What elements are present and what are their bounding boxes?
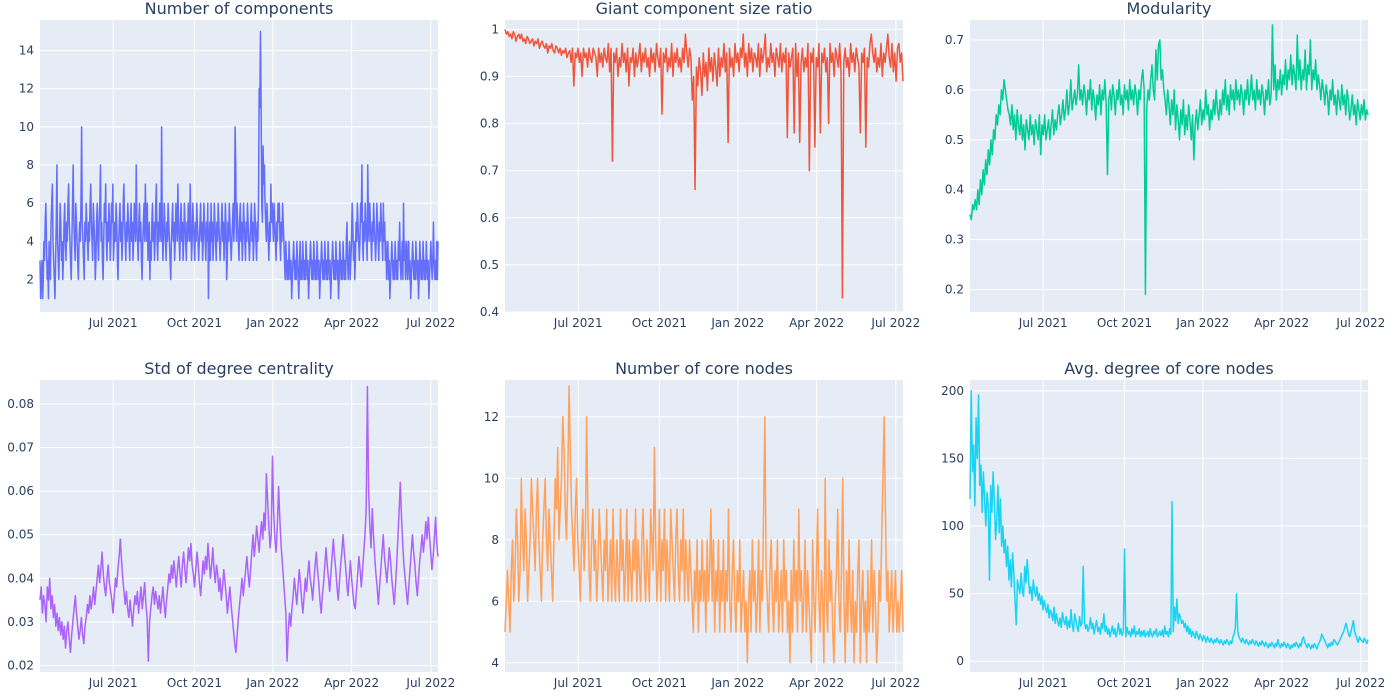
x-tick-label: Apr 2022 <box>324 676 379 690</box>
chart-modularity: 0.2 0.3 0.4 0.5 0.6 0.7 Jul 2021 Oct 2021 Jan 20… <box>945 0 1385 330</box>
x-tick-label: Jan 2022 <box>245 316 299 330</box>
x-tick-label: Jul 2021 <box>88 676 138 690</box>
y-tick-label: 0.05 <box>7 528 34 542</box>
y-tick-label: 0.7 <box>480 164 499 178</box>
series-line-giant-component-size-ratio <box>504 29 904 299</box>
y-tick-label: 0 <box>956 654 964 668</box>
x-tick-label: Jul 2021 <box>553 676 603 690</box>
x-tick-label: Apr 2022 <box>1254 316 1309 330</box>
y-tick-label: 0.6 <box>945 83 964 97</box>
y-tick-label: 100 <box>941 519 964 533</box>
y-tick-label: 0.9 <box>480 70 499 84</box>
series-line-avg-degree-of-core-nodes <box>969 390 1369 650</box>
y-tick-label: 150 <box>941 451 964 465</box>
chart-title: Number of core nodes <box>615 359 793 378</box>
x-tick-label: Oct 2021 <box>632 316 687 330</box>
chart-title: Giant component size ratio <box>596 0 813 18</box>
y-tick-label: 10 <box>484 471 499 485</box>
chart-title: Modularity <box>1127 0 1212 18</box>
y-tick-label: 200 <box>941 384 964 398</box>
plot-area <box>40 20 438 312</box>
y-tick-label: 0.02 <box>7 658 34 672</box>
x-tick-label: Oct 2021 <box>167 316 222 330</box>
chart-title: Avg. degree of core nodes <box>1064 359 1273 378</box>
y-tick-label: 1 <box>491 22 499 36</box>
x-tick-label: Apr 2022 <box>1254 676 1309 690</box>
chart-number-of-components: 2 4 6 8 10 12 14 Jul 2021 Oct 2021 Jan 2022 Apr 20… <box>19 0 456 330</box>
chart-avg-degree-of-core-nodes: 0 50 100 150 200 Jul 2021 Oct 2021 Jan 2022 Apr … <box>941 359 1385 690</box>
y-tick-label: 0.5 <box>945 133 964 147</box>
x-tick-label: Oct 2021 <box>632 676 687 690</box>
x-tick-label: Oct 2021 <box>1097 676 1152 690</box>
series-line-std-of-degree-centrality <box>39 385 439 662</box>
y-tick-label: 4 <box>491 656 499 670</box>
x-tick-label: Oct 2021 <box>167 676 222 690</box>
plot-area <box>970 20 1368 312</box>
y-tick-label: 0.04 <box>7 571 34 585</box>
y-tick-label: 0.4 <box>480 305 499 319</box>
y-tick-label: 0.06 <box>7 484 34 498</box>
chart-title: Std of degree centrality <box>144 359 333 378</box>
x-tick-label: Jul 2022 <box>1335 676 1385 690</box>
chart-std-of-degree-centrality: 0.02 0.03 0.04 0.05 0.06 0.07 0.08 Jul 2021 Oct … <box>7 359 455 690</box>
series-line-number-of-components <box>39 30 439 300</box>
x-tick-label: Apr 2022 <box>789 316 844 330</box>
y-tick-label: 0.03 <box>7 615 34 629</box>
chart-title: Number of components <box>145 0 334 18</box>
y-tick-label: 2 <box>26 273 34 287</box>
y-tick-label: 50 <box>949 587 964 601</box>
y-tick-label: 6 <box>26 196 34 210</box>
y-tick-label: 10 <box>19 120 34 134</box>
x-tick-label: Jul 2021 <box>1018 316 1068 330</box>
x-tick-label: Apr 2022 <box>324 316 379 330</box>
series-line-number-of-core-nodes <box>504 385 904 664</box>
y-tick-label: 0.08 <box>7 397 34 411</box>
x-tick-label: Jan 2022 <box>1175 316 1229 330</box>
y-tick-label: 0.07 <box>7 441 34 455</box>
y-tick-label: 0.3 <box>945 233 964 247</box>
x-tick-label: Jul 2021 <box>88 316 138 330</box>
x-tick-label: Jul 2022 <box>405 316 455 330</box>
x-tick-label: Jul 2022 <box>870 316 920 330</box>
y-tick-label: 8 <box>26 158 34 172</box>
y-tick-label: 0.5 <box>480 258 499 272</box>
y-tick-label: 0.4 <box>945 183 964 197</box>
chart-giant-component-size-ratio: 0.4 0.5 0.6 0.7 0.8 0.9 1 Jul 2021 Oct 2021 Jan 2… <box>480 0 920 330</box>
y-tick-label: 12 <box>19 82 34 96</box>
y-tick-label: 0.2 <box>945 283 964 297</box>
y-tick-label: 0.6 <box>480 211 499 225</box>
y-tick-label: 4 <box>26 234 34 248</box>
y-tick-label: 8 <box>491 533 499 547</box>
y-tick-label: 0.7 <box>945 33 964 47</box>
x-tick-label: Jan 2022 <box>710 676 764 690</box>
x-tick-label: Jan 2022 <box>245 676 299 690</box>
x-tick-label: Jul 2022 <box>870 676 920 690</box>
x-tick-label: Jul 2021 <box>1018 676 1068 690</box>
x-tick-label: Apr 2022 <box>789 676 844 690</box>
x-tick-label: Jul 2022 <box>1335 316 1385 330</box>
x-tick-label: Jul 2021 <box>553 316 603 330</box>
y-tick-label: 12 <box>484 410 499 424</box>
plot-area <box>40 380 438 672</box>
chart-number-of-core-nodes: 4 6 8 10 12 Jul 2021 Oct 2021 Jan 2022 Apr 2022 J… <box>484 359 921 690</box>
x-tick-label: Oct 2021 <box>1097 316 1152 330</box>
x-tick-label: Jan 2022 <box>1175 676 1229 690</box>
x-tick-label: Jul 2022 <box>405 676 455 690</box>
x-tick-label: Jan 2022 <box>710 316 764 330</box>
series-line-modularity <box>969 24 1369 296</box>
y-tick-label: 0.8 <box>480 117 499 131</box>
y-tick-label: 14 <box>19 44 34 58</box>
y-tick-label: 6 <box>491 594 499 608</box>
